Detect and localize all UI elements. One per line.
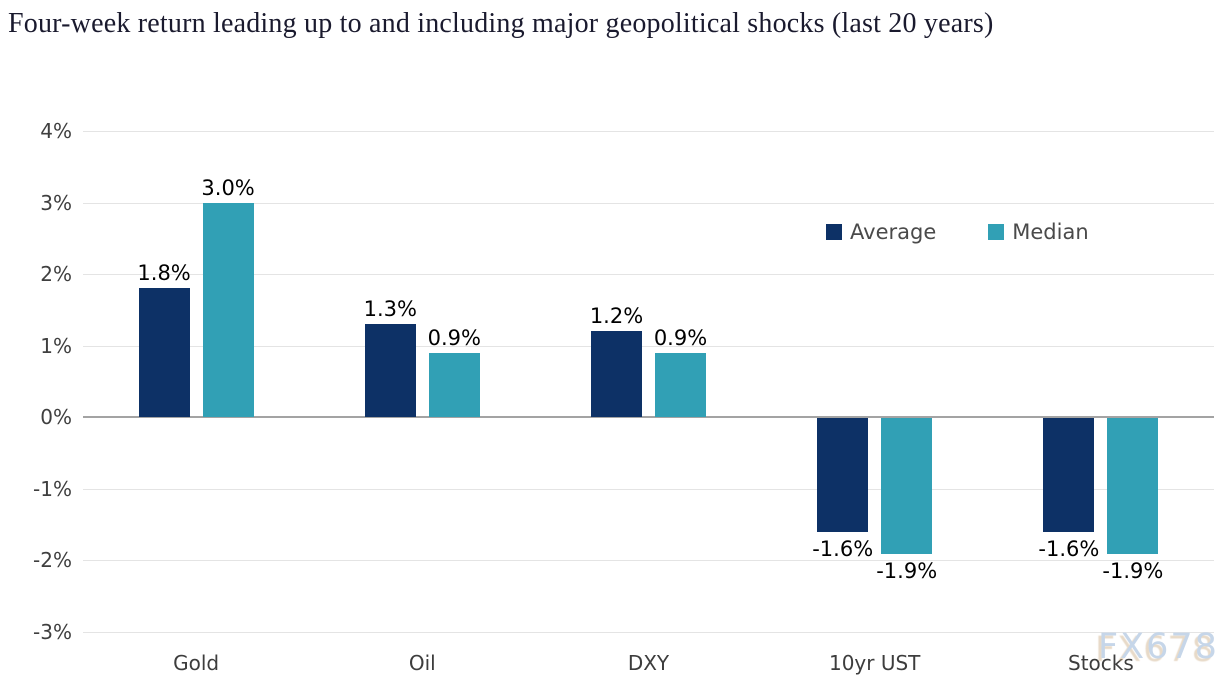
value-label-median-stocks: -1.9% [1102,558,1164,583]
category-label-dxy: DXY [627,651,670,675]
y-tick-label: -3% [33,619,72,644]
legend-label-average: Average [850,220,937,244]
legend-item-median: Median [988,220,1089,244]
value-label-median-gold: 3.0% [201,175,255,200]
value-label-average-gold: 1.8% [137,261,191,286]
value-label-median-oil: 0.9% [427,325,481,350]
y-tick-label: 3% [40,190,72,215]
y-tick-label: 1% [40,333,72,358]
gridline [83,202,1214,204]
category-label-10yr-ust: 10yr UST [828,651,921,675]
legend: Average Median [826,220,1089,244]
y-tick-label: 2% [40,262,72,286]
value-label-average-10yr-ust: -1.6% [812,537,874,562]
value-label-average-dxy: 1.2% [589,304,644,329]
y-tick-label: 0% [40,405,72,429]
gridline [83,131,1214,132]
bar-median-gold [202,202,254,417]
legend-item-average: Average [826,220,936,244]
gridline [83,560,1214,561]
legend-swatch-average [826,224,842,240]
gridline [83,488,1214,490]
legend-swatch-median [988,224,1005,240]
chart-title: Four-week return leading up to and inclu… [8,8,994,39]
bar-average-oil [364,324,416,417]
bar-average-dxy [591,331,642,417]
value-label-median-10yr-ust: -1.9% [876,558,938,583]
bar-average-gold [138,288,190,417]
gridline [83,345,1214,347]
y-tick-label: 4% [40,119,72,143]
gridline [83,631,1214,633]
bar-median-stocks [1107,418,1159,554]
value-label-average-stocks: -1.6% [1038,537,1100,562]
watermark: FX678 [1098,627,1219,667]
bar-average-10yr-ust [817,418,869,533]
category-label-oil: Oil [408,651,436,675]
bar-median-10yr-ust [881,418,933,554]
value-label-average-oil: 1.3% [363,297,417,322]
category-label-gold: Gold [173,651,220,675]
y-tick-label: -1% [33,476,72,501]
bar-average-stocks [1043,418,1095,533]
category-label-stocks: Stocks [1068,651,1134,675]
bar-median-dxy [655,352,706,417]
y-tick-label: -2% [33,548,72,572]
zero-gridline [83,416,1214,418]
value-label-median-dxy: 0.9% [653,325,708,350]
gridline [83,274,1214,275]
bar-median-oil [428,352,480,417]
legend-label-median: Median [1012,220,1089,244]
